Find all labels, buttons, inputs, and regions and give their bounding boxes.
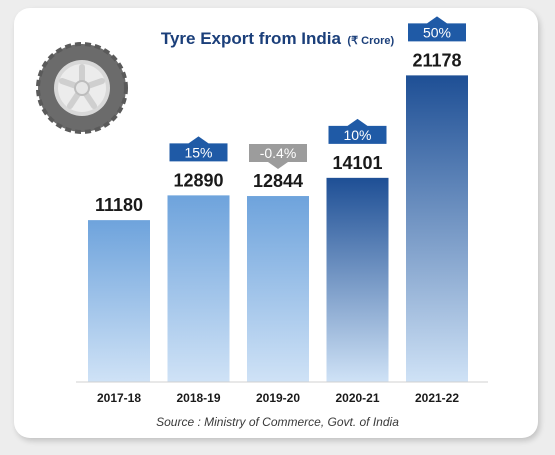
growth-badge-down — [249, 144, 307, 170]
value-label: 11180 — [95, 195, 143, 215]
category-label: 2021-22 — [415, 391, 459, 405]
growth-label: 15% — [184, 144, 212, 160]
value-label: 21178 — [412, 50, 461, 70]
bar-2017-18 — [88, 220, 150, 382]
category-label: 2017-18 — [97, 391, 141, 405]
growth-label: 50% — [423, 24, 451, 40]
bar-2020-21 — [326, 177, 389, 382]
growth-badge-up — [328, 118, 387, 144]
bar-2019-20 — [247, 196, 309, 382]
chart-title-text: Tyre Export from India — [160, 29, 341, 48]
category-label: 2018-19 — [176, 391, 220, 405]
chart-unit: (₹ Crore) — [347, 35, 395, 47]
value-label: 12844 — [253, 171, 303, 191]
growth-label: -0.4% — [260, 145, 297, 161]
bar-2018-19 — [167, 195, 230, 382]
chart-title: Tyre Export from India (₹ Crore) — [0, 29, 555, 49]
growth-badge-up — [169, 136, 228, 162]
tyre-icon — [36, 42, 128, 134]
bar-2021-22 — [406, 75, 468, 382]
category-label: 2019-20 — [256, 391, 300, 405]
category-label: 2020-21 — [335, 391, 379, 405]
growth-badge-up — [408, 16, 466, 42]
source-note: Source : Ministry of Commerce, Govt. of … — [156, 415, 399, 429]
growth-label: 10% — [343, 127, 371, 143]
value-label: 12890 — [173, 170, 223, 190]
value-label: 14101 — [332, 153, 382, 173]
